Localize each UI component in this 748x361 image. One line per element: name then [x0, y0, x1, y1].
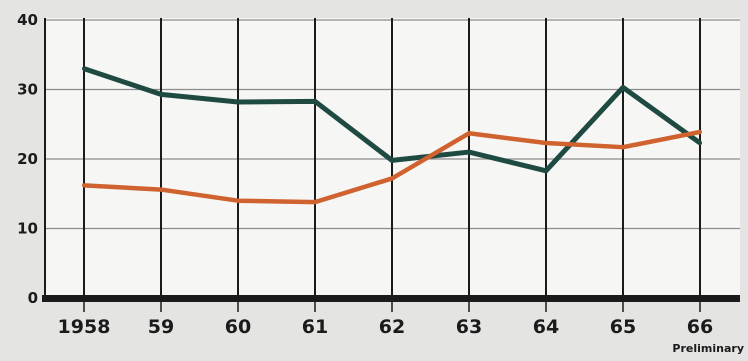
x-tick-label-66: 66 — [687, 316, 713, 338]
y-tick-label-20: 20 — [17, 150, 38, 168]
x-tick-label-64: 64 — [533, 316, 559, 338]
axes — [42, 18, 740, 312]
x-tick-label-62: 62 — [379, 316, 405, 338]
y-tick-label-30: 30 — [17, 81, 38, 99]
data-point-2-65 — [621, 145, 625, 150]
data-point-2-59 — [159, 187, 163, 192]
series-group — [82, 66, 702, 205]
x-tick-label-60: 60 — [225, 316, 251, 338]
x-tick-label-63: 63 — [456, 316, 482, 338]
x-tick-label-65: 65 — [610, 316, 636, 338]
data-point-2-61 — [313, 200, 317, 205]
x-tick-label-1958: 1958 — [58, 316, 111, 338]
data-point-2-60 — [236, 198, 240, 203]
data-point-2-66 — [698, 129, 702, 134]
data-point-2-62 — [390, 176, 394, 181]
data-point-1-60 — [236, 100, 240, 105]
x-tick-label-61: 61 — [302, 316, 328, 338]
data-point-1-65 — [621, 85, 625, 90]
data-point-2-64 — [544, 141, 548, 146]
data-point-1-61 — [313, 99, 317, 104]
x-tick-label-59: 59 — [148, 316, 174, 338]
data-point-1-63 — [467, 150, 471, 155]
tick-labels: 0 10 20 30 40 1958 59 60 61 62 63 64 65 66 — [17, 11, 713, 338]
data-point-1-59 — [159, 92, 163, 97]
y-tick-label-0: 0 — [28, 289, 38, 307]
data-point-1-1958 — [82, 66, 86, 71]
data-point-2-63 — [467, 131, 471, 136]
data-point-2-1958 — [82, 183, 86, 188]
y-tick-label-40: 40 — [17, 11, 38, 29]
x-axis-note: Preliminary — [672, 342, 744, 355]
data-point-1-66 — [698, 141, 702, 146]
data-point-1-64 — [544, 168, 548, 173]
y-tick-label-10: 10 — [17, 220, 38, 238]
x-axis-baseline — [42, 295, 740, 302]
data-point-1-62 — [390, 158, 394, 163]
